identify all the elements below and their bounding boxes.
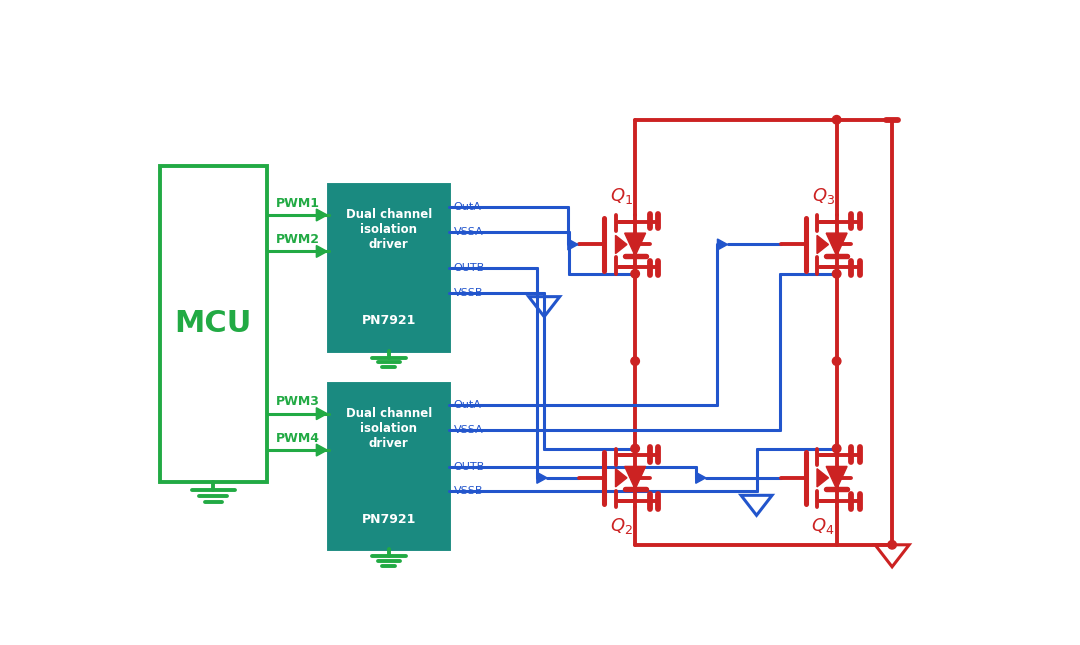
Text: OutA: OutA [454,202,482,212]
Bar [328,185,449,351]
Text: PWM3: PWM3 [275,395,320,408]
Circle shape [888,541,896,549]
Text: MCU: MCU [175,310,252,338]
Circle shape [833,444,841,453]
Text: PN7921: PN7921 [362,315,416,328]
Text: VSSB: VSSB [454,288,483,298]
Text: Dual channel
isolation
driver: Dual channel isolation driver [346,208,432,252]
Polygon shape [816,469,828,487]
Polygon shape [816,235,828,253]
Text: $Q_3$: $Q_3$ [812,186,835,206]
Text: PWM4: PWM4 [275,432,320,444]
Polygon shape [616,469,627,487]
Circle shape [833,115,841,124]
Text: $Q_1$: $Q_1$ [610,186,633,206]
Polygon shape [316,209,327,221]
Text: OUTB: OUTB [454,263,485,273]
Text: PN7921: PN7921 [362,513,416,526]
Polygon shape [316,408,327,420]
Bar [160,166,267,482]
Text: Dual channel
isolation
driver: Dual channel isolation driver [346,407,432,450]
Circle shape [833,357,841,365]
Polygon shape [826,466,847,489]
Text: OUTB: OUTB [454,462,485,471]
Polygon shape [624,233,646,256]
Polygon shape [316,444,327,456]
Polygon shape [717,239,728,250]
Text: PWM1: PWM1 [275,197,320,210]
Polygon shape [537,472,546,483]
Polygon shape [696,472,706,483]
Polygon shape [826,233,847,256]
Circle shape [833,270,841,278]
Polygon shape [624,466,646,489]
Text: VSSA: VSSA [454,425,483,435]
Text: $Q_4$: $Q_4$ [811,516,835,536]
Circle shape [631,357,639,365]
Text: $Q_2$: $Q_2$ [610,516,633,536]
Bar [328,384,449,550]
Circle shape [631,270,639,278]
Polygon shape [568,239,578,250]
Text: PWM2: PWM2 [275,233,320,246]
Text: OutA: OutA [454,401,482,410]
Polygon shape [316,246,327,257]
Text: VSSA: VSSA [454,226,483,237]
Circle shape [631,444,639,453]
Text: VSSB: VSSB [454,486,483,497]
Polygon shape [616,235,627,253]
